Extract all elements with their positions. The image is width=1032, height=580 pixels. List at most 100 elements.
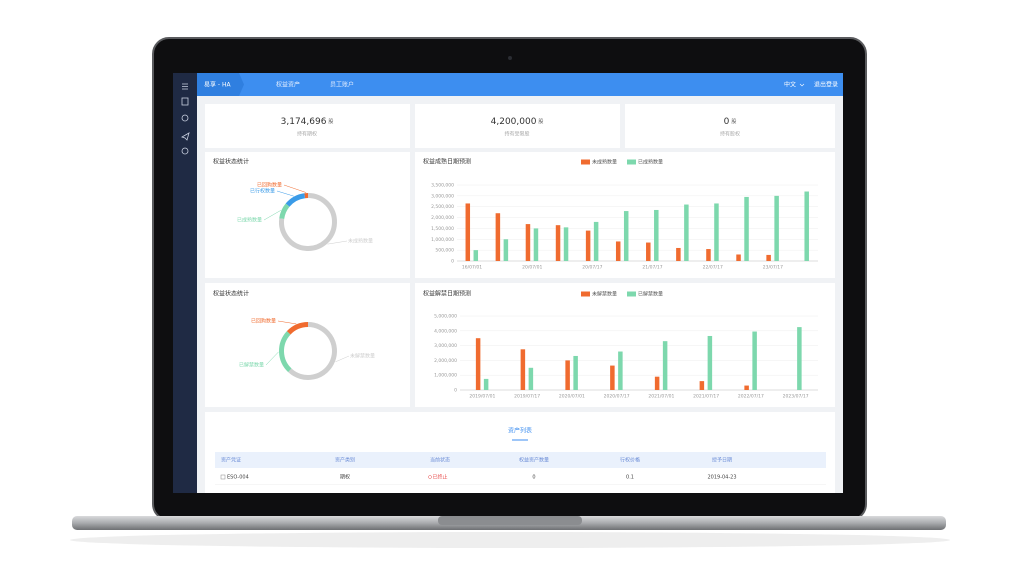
legend-label: 已解禁数量 (638, 291, 663, 298)
y-tick-label: 4,000,000 (434, 328, 457, 334)
bar (646, 242, 651, 261)
pie-slice (285, 193, 306, 207)
bar (610, 365, 615, 390)
bar (495, 213, 501, 261)
leader-line (283, 184, 307, 193)
leader-line (327, 240, 348, 245)
card (205, 152, 410, 278)
legend-label: 未成熟数量 (592, 159, 617, 166)
pie-slice (279, 193, 337, 251)
stat: 4,200,000 股 (491, 117, 544, 127)
top-bar (197, 73, 843, 96)
bar (804, 191, 809, 261)
table-cell: ESO-004 (227, 475, 249, 481)
bar (699, 381, 705, 390)
x-tick-label: 2021/07/01 (648, 394, 674, 400)
table-header-cell: 授予日期 (712, 457, 732, 464)
stat-value: 3,174,696 (281, 117, 327, 127)
sidebar-icons (181, 83, 190, 155)
bar (615, 241, 621, 261)
leader-line (276, 190, 294, 197)
dynamic: 权益状态统计已回购数量已行权数量已成熟数量未成熟数量权益成熟日期预测0500,0… (213, 158, 826, 485)
y-tick-label: 3,500,000 (431, 183, 454, 189)
bar (684, 204, 689, 261)
bar (752, 331, 757, 390)
language[interactable]: 中文 (784, 81, 796, 89)
pie-slice (288, 322, 337, 380)
x-tick-label: 2019/07/17 (514, 394, 540, 400)
refresh-icon[interactable] (181, 114, 189, 122)
leader-line (335, 355, 350, 363)
logout[interactable]: 退出登录 (814, 81, 838, 89)
x-tick-label: 2020/07/17 (604, 394, 630, 400)
bar (654, 376, 660, 390)
bar (528, 367, 534, 390)
table-cell: 0.1 (626, 475, 634, 481)
help-icon[interactable] (181, 147, 189, 155)
menu-icon[interactable] (182, 83, 188, 90)
pie-label: 已回购数量 (251, 318, 276, 325)
y-tick-label: 0 (451, 259, 454, 265)
nav-tab[interactable]: 员工账户 (330, 81, 354, 89)
y-tick-label: 5,000,000 (434, 314, 457, 320)
chart-title: 权益成熟日期预测 (423, 158, 471, 166)
stat: 3,174,696 股 (281, 117, 334, 127)
bar (475, 338, 481, 390)
table-header (215, 452, 826, 468)
bar (662, 341, 668, 390)
bar (774, 195, 779, 261)
bar (483, 378, 489, 390)
bar (744, 196, 749, 261)
x-tick-label: 2020/07/01 (559, 394, 585, 400)
bar (503, 239, 509, 261)
bar (465, 203, 471, 261)
bar (766, 254, 771, 261)
bar (555, 225, 561, 261)
screen: 易享 - HA 权益资产 员工账户 中文 退出登录 3,174,696 股 持有… (173, 73, 843, 493)
stat-label: 持有期权 (297, 131, 317, 138)
status-dot (428, 475, 432, 479)
bar (593, 221, 599, 261)
bar (714, 203, 719, 261)
shadow (70, 532, 950, 548)
chart-title: 权益状态统计 (213, 290, 249, 298)
y-tick-label: 1,000,000 (431, 237, 454, 243)
sidebar (173, 73, 197, 493)
card (205, 283, 410, 407)
doc-icon[interactable] (181, 97, 189, 106)
x-tick-label: 2022/07/17 (738, 394, 764, 400)
bar (736, 254, 741, 261)
pie-label: 已行权数量 (250, 188, 275, 195)
x-tick-label: 2023/07/17 (783, 394, 809, 400)
pie-label: 已回购数量 (257, 182, 282, 189)
x-tick-label: 22/07/17 (703, 265, 723, 271)
legend-swatch (627, 291, 636, 297)
brand: 易享 - HA (204, 81, 231, 89)
bar (525, 224, 531, 261)
stat-card (415, 104, 620, 148)
stat: 0 股 (724, 117, 737, 127)
pie-label: 已解禁数量 (239, 362, 264, 369)
x-tick-label: 21/07/17 (642, 265, 662, 271)
pie-label: 未成熟数量 (348, 238, 373, 245)
legend-swatch (581, 159, 590, 165)
table-header-cell: 权益资产数量 (519, 457, 549, 464)
row-checkbox[interactable] (220, 474, 226, 480)
stat-unit: 股 (731, 119, 736, 125)
table-header-cell: 资产凭证 (221, 457, 241, 464)
x-tick-label: 2021/07/17 (693, 394, 719, 400)
legend-label: 已成熟数量 (638, 159, 663, 166)
bar (707, 335, 713, 390)
bar (797, 327, 802, 390)
bar (676, 247, 681, 261)
table-title[interactable]: 资产列表 (508, 427, 532, 435)
y-tick-label: 1,000,000 (434, 373, 457, 379)
nav-tab[interactable]: 权益资产 (276, 81, 300, 89)
send-icon[interactable] (181, 132, 190, 141)
bar (585, 230, 591, 261)
stat-card (205, 104, 410, 148)
legend-swatch (627, 159, 636, 165)
legend-label: 未解禁数量 (592, 291, 617, 298)
y-tick-label: 3,000,000 (434, 343, 457, 349)
